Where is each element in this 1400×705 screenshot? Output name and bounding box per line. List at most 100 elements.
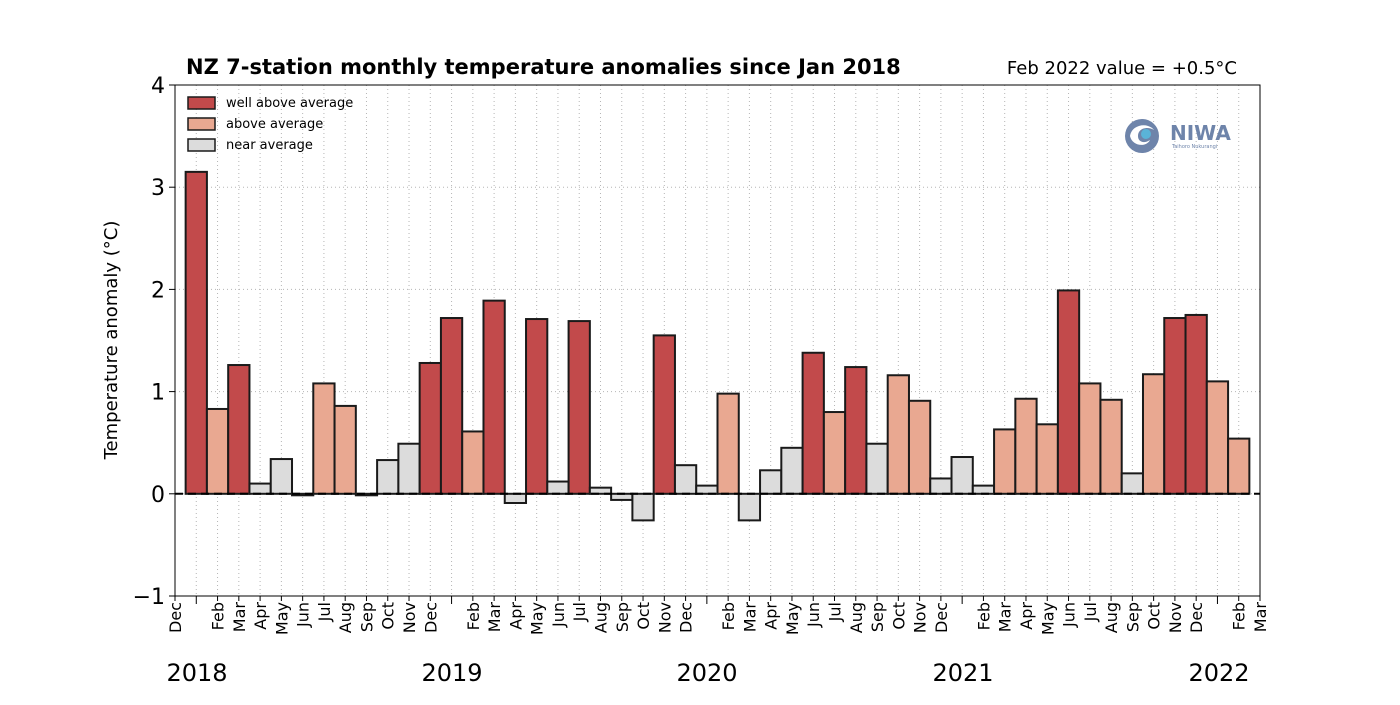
- x-tick-label: Oct: [1145, 602, 1164, 630]
- bar-apr-2018: [248, 482, 272, 495]
- bar-jun-2019: [546, 480, 570, 495]
- x-tick-label: Dec: [166, 602, 185, 633]
- logo-wordmark: NIWA: [1170, 121, 1231, 145]
- x-tick-label: Nov: [655, 602, 674, 633]
- bar-aug-2021: [1099, 398, 1123, 495]
- x-tick-label: Apr: [506, 602, 525, 630]
- x-tick-label: Jul: [315, 602, 334, 622]
- year-label-2021: 2021: [932, 659, 993, 687]
- niwa-logo: NIWA Taihoro Nukurangi: [1125, 119, 1231, 153]
- x-tick-label: Feb: [719, 602, 738, 630]
- bar-apr-2019: [503, 492, 528, 504]
- bar-sep-2021: [1120, 472, 1144, 495]
- x-tick-label: Aug: [336, 602, 355, 633]
- x-axis: Dec Feb Mar Apr May Jun Jul Aug Sep Oct Nov Dec Feb M…: [166, 596, 1270, 687]
- x-tick-label: Sep: [868, 602, 887, 632]
- bar-sep-2020: [865, 442, 889, 495]
- x-tick-label: Sep: [357, 602, 376, 632]
- bar-may-2018: [269, 458, 294, 495]
- bar-mar-2021: [993, 428, 1017, 495]
- x-tick-label: Dec: [677, 602, 696, 633]
- logo-tagline: Taihoro Nukurangi: [1171, 144, 1217, 150]
- x-tick-label: Nov: [400, 602, 419, 633]
- bar-apr-2020: [759, 469, 783, 495]
- bar-mar-2020: [737, 492, 762, 522]
- bar-oct-2018: [376, 459, 400, 495]
- y-tick-label: 4: [151, 74, 165, 99]
- year-label-2022: 2022: [1188, 659, 1249, 687]
- x-tick-label: May: [272, 602, 291, 635]
- bar-jan-2022: [1205, 380, 1230, 495]
- x-tick-label: Feb: [974, 602, 993, 630]
- x-tick-label: Mar: [1251, 602, 1270, 633]
- bar-jun-2021: [1056, 289, 1081, 495]
- x-tick-label: Mar: [740, 602, 759, 633]
- x-tick-label: Mar: [230, 602, 249, 633]
- x-tick-label: Aug: [847, 602, 866, 633]
- bar-jul-2021: [1078, 382, 1102, 495]
- plot-frame: [174, 84, 1261, 597]
- y-tick-label: −1: [133, 585, 165, 610]
- bars: [184, 170, 1251, 522]
- x-tick-label: Jun: [549, 602, 568, 628]
- x-tick-label: Dec: [932, 602, 951, 633]
- x-tick-label: Mar: [996, 602, 1015, 633]
- year-label-2018: 2018: [166, 659, 227, 687]
- bar-nov-2020: [907, 399, 932, 495]
- bar-mar-2018: [227, 364, 251, 495]
- bar-nov-2019: [652, 334, 676, 495]
- grid-lines: [175, 85, 1260, 596]
- bar-feb-2018: [205, 407, 230, 495]
- legend: well above average above average near aver…: [187, 96, 353, 153]
- x-tick-label: Jul: [826, 602, 845, 622]
- x-tick-label: Feb: [1230, 602, 1249, 630]
- x-tick-label: Apr: [762, 602, 781, 630]
- y-tick-label: 1: [151, 381, 165, 406]
- x-tick-label: Oct: [379, 602, 398, 630]
- chart-title: NZ 7-station monthly temperature anomali…: [186, 55, 901, 79]
- bar-dec-2020: [929, 477, 953, 495]
- x-tick-label: Jul: [1081, 602, 1100, 622]
- x-tick-label: Apr: [251, 602, 270, 630]
- x-tick-label: Apr: [1017, 602, 1036, 630]
- bar-aug-2018: [333, 404, 357, 495]
- x-tick-label: Jul: [570, 602, 589, 622]
- x-tick-label: Nov: [1166, 602, 1185, 633]
- x-tick-label: May: [1038, 602, 1057, 635]
- bar-jan-2018: [184, 170, 208, 495]
- x-tick-label: Mar: [485, 602, 504, 633]
- bar-mar-2019: [482, 299, 506, 495]
- x-tick-label: Nov: [911, 602, 930, 633]
- legend-swatch-well: [187, 96, 216, 110]
- bar-dec-2019: [673, 464, 698, 495]
- bar-apr-2021: [1014, 397, 1038, 495]
- bar-oct-2021: [1141, 373, 1166, 495]
- bar-oct-2019: [631, 492, 655, 522]
- bar-oct-2020: [886, 374, 910, 495]
- bar-dec-2018: [418, 361, 442, 495]
- year-label-2020: 2020: [676, 659, 737, 687]
- x-tick-label: May: [783, 602, 802, 635]
- x-tick-label: Dec: [421, 602, 440, 633]
- y-axis-label: Temperature anomaly (°C): [101, 221, 122, 461]
- x-tick-label: Feb: [464, 602, 483, 630]
- bar-jan-2019: [439, 317, 464, 495]
- legend-swatch-above: [187, 117, 216, 131]
- bar-aug-2019: [588, 486, 613, 495]
- bar-jul-2020: [822, 411, 847, 495]
- bar-jul-2018: [312, 382, 336, 495]
- x-tick-label: Aug: [591, 602, 610, 633]
- x-tick-label: Sep: [1123, 602, 1142, 632]
- y-tick-label: 2: [151, 278, 165, 303]
- x-tick-label: Feb: [209, 602, 228, 630]
- x-tick-label: Dec: [1187, 602, 1206, 633]
- legend-label-well: well above average: [226, 96, 353, 111]
- bar-may-2021: [1035, 423, 1059, 495]
- y-tick-label: 3: [151, 176, 165, 201]
- bar-jan-2021: [950, 456, 974, 495]
- year-label-2019: 2019: [421, 659, 482, 687]
- niwa-swirl-icon: [1125, 119, 1159, 153]
- bar-aug-2020: [844, 366, 868, 495]
- legend-label-near: near average: [226, 138, 313, 153]
